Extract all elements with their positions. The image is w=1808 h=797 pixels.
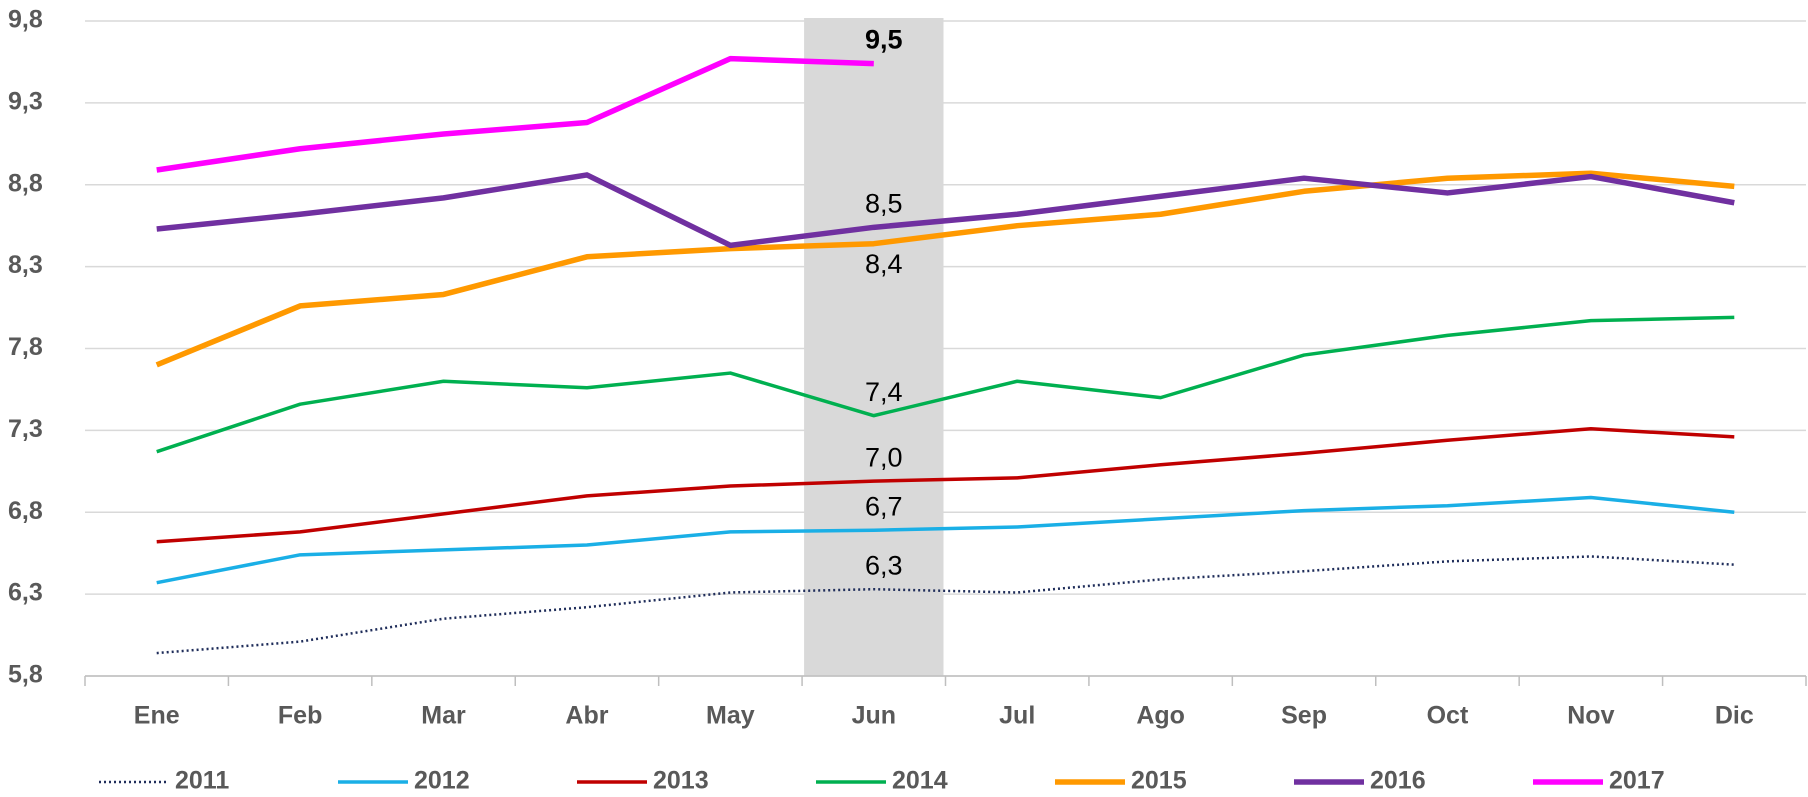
x-tick-label: Feb xyxy=(278,702,322,730)
legend-label: 2013 xyxy=(653,767,709,795)
series-line xyxy=(156,55,874,173)
series-line xyxy=(156,315,1735,454)
x-tick-label: Nov xyxy=(1567,702,1614,730)
y-tick-label: 5,8 xyxy=(8,661,43,689)
y-tick-label: 6,8 xyxy=(8,497,43,525)
y-tick-label: 8,3 xyxy=(8,251,43,279)
legend-label: 2017 xyxy=(1609,767,1665,795)
legend-label: 2015 xyxy=(1131,767,1187,795)
x-tick-label: Jul xyxy=(999,702,1035,730)
data-label: 9,5 xyxy=(865,25,903,55)
data-label: 6,7 xyxy=(865,491,903,521)
data-label: 7,0 xyxy=(865,442,903,472)
legend-label: 2016 xyxy=(1370,767,1426,795)
legend-label: 2011 xyxy=(175,767,229,795)
x-tick-label: Oct xyxy=(1427,702,1469,730)
y-tick-label: 9,8 xyxy=(8,6,43,34)
y-tick-label: 8,8 xyxy=(8,169,43,197)
data-label: 7,4 xyxy=(865,377,903,407)
y-tick-label: 6,3 xyxy=(8,579,43,607)
series-line xyxy=(155,170,1735,368)
x-tick-label: Ene xyxy=(134,702,180,730)
y-tick-label: 7,3 xyxy=(8,415,43,443)
highlight-band xyxy=(804,18,944,676)
legend-label: 2012 xyxy=(414,767,470,795)
y-tick-label: 7,8 xyxy=(8,333,43,361)
x-tick-label: Dic xyxy=(1715,702,1754,730)
series-line xyxy=(156,172,1735,249)
x-tick-label: Mar xyxy=(421,702,466,730)
x-tick-label: Jun xyxy=(852,702,896,730)
y-tick-label: 9,3 xyxy=(8,87,43,115)
series-line xyxy=(156,495,1735,585)
data-label: 8,4 xyxy=(865,249,903,279)
x-tick-label: Abr xyxy=(565,702,608,730)
x-tick-label: May xyxy=(706,702,755,730)
legend-label: 2014 xyxy=(892,767,948,795)
data-label: 6,3 xyxy=(865,550,903,580)
x-tick-label: Sep xyxy=(1281,702,1327,730)
x-tick-label: Ago xyxy=(1136,702,1185,730)
data-label: 8,5 xyxy=(865,188,903,218)
series-line xyxy=(156,555,1735,655)
series-line xyxy=(156,426,1735,544)
